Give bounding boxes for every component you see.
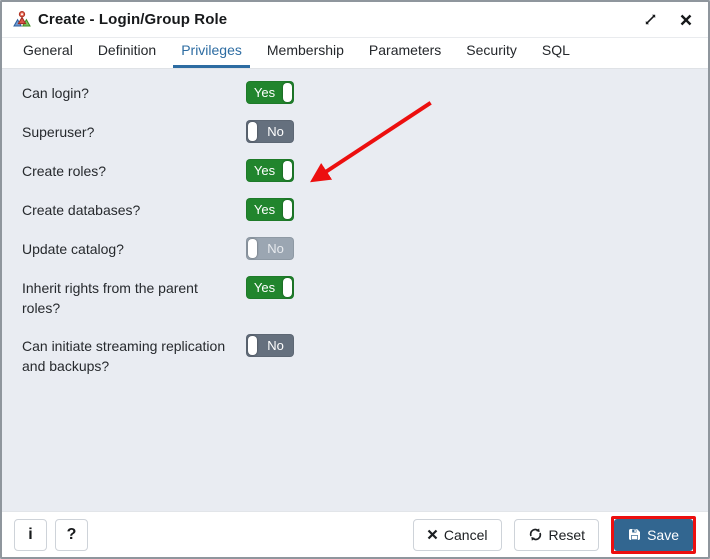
create-databases-label: Create databases?	[22, 202, 141, 218]
tab-sql[interactable]: SQL	[541, 42, 570, 58]
privilege-row: Update catalog? No	[22, 237, 688, 260]
toggle-handle	[283, 161, 292, 180]
save-button[interactable]: Save	[614, 518, 693, 551]
toggle-state-label: No	[267, 338, 284, 353]
dialog-title: Create - Login/Group Role	[38, 11, 228, 28]
annotation-highlight: Save	[611, 515, 696, 554]
help-button[interactable]: ?	[55, 518, 88, 551]
toggle-handle	[283, 83, 292, 102]
privilege-row: Create roles? Yes	[22, 159, 688, 182]
toggle-state-label: No	[267, 241, 284, 256]
can-login-label: Can login?	[22, 85, 89, 101]
reset-icon	[529, 528, 541, 541]
tab-definition[interactable]: Definition	[97, 42, 157, 58]
can-login-toggle[interactable]: Yes	[246, 81, 294, 104]
privilege-row: Can login? Yes	[22, 81, 688, 104]
privilege-row: Superuser? No	[22, 120, 688, 143]
help-icon: ?	[66, 525, 77, 543]
create-databases-toggle[interactable]: Yes	[246, 198, 294, 221]
cancel-x-icon	[427, 529, 438, 540]
tab-membership[interactable]: Membership	[266, 42, 344, 58]
dialog-tabs: General Definition Privileges Membership…	[2, 38, 708, 69]
update-catalog-toggle: No	[246, 237, 294, 260]
toggle-handle	[283, 200, 292, 219]
toggle-state-label: No	[267, 124, 284, 139]
save-label: Save	[647, 526, 679, 543]
privileges-panel: Can login? Yes Superuser? No Create role…	[2, 69, 708, 511]
toggle-handle	[248, 122, 257, 141]
maximize-icon[interactable]	[642, 12, 658, 28]
group-role-icon	[13, 11, 31, 27]
cancel-button[interactable]: Cancel	[412, 518, 502, 551]
toggle-handle	[248, 336, 257, 355]
tab-general[interactable]: General	[23, 42, 73, 58]
privilege-row: Can initiate streaming replication and b…	[22, 334, 688, 376]
superuser-label: Superuser?	[22, 124, 95, 140]
toggle-handle	[283, 278, 292, 297]
info-icon: i	[28, 525, 33, 543]
privilege-row: Inherit rights from the parent roles? Ye…	[22, 276, 688, 318]
create-roles-toggle[interactable]: Yes	[246, 159, 294, 182]
reset-button[interactable]: Reset	[513, 518, 600, 551]
cancel-label: Cancel	[443, 526, 488, 543]
dialog-titlebar: Create - Login/Group Role	[2, 2, 708, 38]
inherit-rights-label: Inherit rights from the parent roles?	[22, 280, 198, 316]
create-roles-label: Create roles?	[22, 163, 107, 179]
streaming-replication-toggle[interactable]: No	[246, 334, 294, 357]
superuser-toggle[interactable]: No	[246, 120, 294, 143]
dialog-footer: i ? Cancel Reset	[2, 511, 708, 557]
tab-parameters[interactable]: Parameters	[368, 42, 442, 58]
toggle-state-label: Yes	[253, 163, 276, 178]
info-button[interactable]: i	[14, 518, 47, 551]
streaming-replication-label: Can initiate streaming replication and b…	[22, 338, 226, 374]
close-icon[interactable]	[678, 12, 694, 28]
privilege-row: Create databases? Yes	[22, 198, 688, 221]
reset-label: Reset	[548, 526, 586, 543]
update-catalog-label: Update catalog?	[22, 241, 124, 257]
tab-security[interactable]: Security	[466, 42, 517, 58]
inherit-rights-toggle[interactable]: Yes	[246, 276, 294, 299]
toggle-state-label: Yes	[253, 280, 276, 295]
toggle-handle	[248, 239, 257, 258]
tab-privileges[interactable]: Privileges	[173, 38, 250, 68]
toggle-state-label: Yes	[253, 85, 276, 100]
save-icon	[629, 529, 641, 540]
toggle-state-label: Yes	[253, 202, 276, 217]
